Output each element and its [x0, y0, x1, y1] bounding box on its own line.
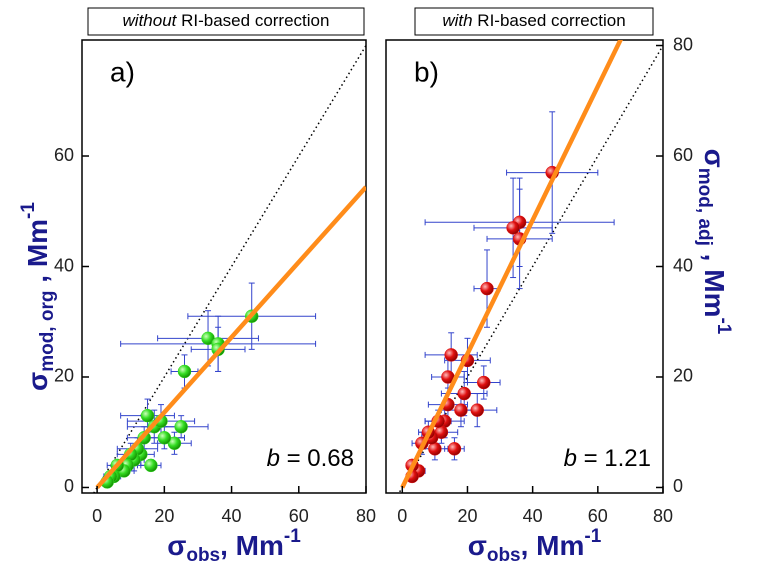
label-symbol: σ	[699, 149, 730, 168]
data-point	[444, 348, 458, 362]
data-point	[506, 221, 520, 235]
label-subscript: obs	[487, 545, 521, 566]
axis-label: σmod, adj , Mm-1	[694, 149, 734, 335]
x-tick-label: 0	[397, 506, 407, 526]
fit-label: b = 1.21	[564, 445, 651, 472]
panel: without RI-based correction 0 20 40 60 80 0 20 4…	[18, 7, 376, 566]
axis-label: σobs, Mm-1	[167, 526, 301, 566]
data-point	[177, 364, 192, 379]
panel-title: without RI-based correction	[123, 11, 330, 30]
data-point	[477, 375, 491, 390]
x-tick-label: 40	[523, 506, 543, 526]
y-tick-label: 40	[673, 255, 693, 275]
label-unit: , Mm	[22, 219, 53, 291]
label-unit: , Mm	[699, 246, 730, 318]
fit-value: = 0.68	[280, 445, 354, 472]
fit-symbol: b	[564, 445, 577, 472]
title-rest: RI-based correction	[473, 11, 626, 30]
y-tick-label: 60	[54, 145, 74, 165]
label-symbol: σ	[167, 530, 186, 561]
fit-symbol: b	[267, 445, 280, 472]
data-point	[140, 408, 155, 423]
label-superscript: -1	[713, 317, 734, 334]
label-superscript: -1	[584, 526, 601, 547]
y-tick-label: 20	[673, 366, 693, 386]
y-tick-label: 40	[54, 255, 74, 275]
axis-label: σobs, Mm-1	[468, 526, 602, 566]
x-tick-label: 20	[154, 506, 174, 526]
fit-label: b = 0.68	[267, 445, 354, 472]
y-tick-label: 60	[673, 145, 693, 165]
x-tick-label: 40	[222, 506, 242, 526]
title-emphasis: with	[442, 11, 472, 30]
data-point	[447, 442, 462, 456]
label-subscript: obs	[186, 545, 220, 566]
data-point	[480, 281, 494, 296]
x-tick-label: 0	[92, 506, 102, 526]
panel-title: with RI-based correction	[442, 11, 625, 30]
label-symbol: σ	[468, 530, 487, 561]
data-point	[144, 458, 158, 473]
label-subscript: mod, org	[37, 291, 58, 372]
plot-frame	[385, 39, 664, 494]
axis-label: σmod, org , Mm-1	[18, 202, 58, 391]
x-tick-label: 60	[289, 506, 309, 526]
panel-label: b)	[414, 56, 439, 87]
fit-value: = 1.21	[577, 445, 651, 472]
data-point	[457, 386, 471, 401]
label-superscript: -1	[284, 526, 301, 547]
title-rest: RI-based correction	[176, 11, 329, 30]
data-point	[470, 403, 484, 417]
plot-frame	[81, 39, 367, 494]
label-unit: , Mm	[521, 530, 585, 561]
label-unit: , Mm	[220, 530, 284, 561]
y-tick-label: 80	[673, 34, 693, 54]
data-point	[157, 431, 172, 445]
y-tick-label: 0	[64, 476, 74, 496]
label-superscript: -1	[18, 202, 39, 219]
x-tick-label: 80	[653, 506, 673, 526]
x-tick-label: 20	[457, 506, 477, 526]
title-box	[87, 7, 365, 36]
data-point	[174, 419, 188, 434]
title-box	[414, 7, 654, 36]
x-tick-label: 60	[588, 506, 608, 526]
one-to-one-line	[398, 44, 663, 493]
plot-area	[398, 40, 663, 493]
panel-label: a)	[110, 56, 135, 87]
title-emphasis: without	[123, 11, 178, 30]
label-subscript: mod, adj	[694, 168, 715, 246]
label-symbol: σ	[22, 372, 53, 391]
y-tick-label: 0	[673, 476, 683, 496]
y-tick-label: 20	[54, 366, 74, 386]
plot-area	[92, 44, 366, 493]
fit-line	[95, 185, 366, 489]
data-point	[454, 403, 468, 417]
fit-line	[400, 40, 623, 489]
x-tick-label: 80	[356, 506, 376, 526]
